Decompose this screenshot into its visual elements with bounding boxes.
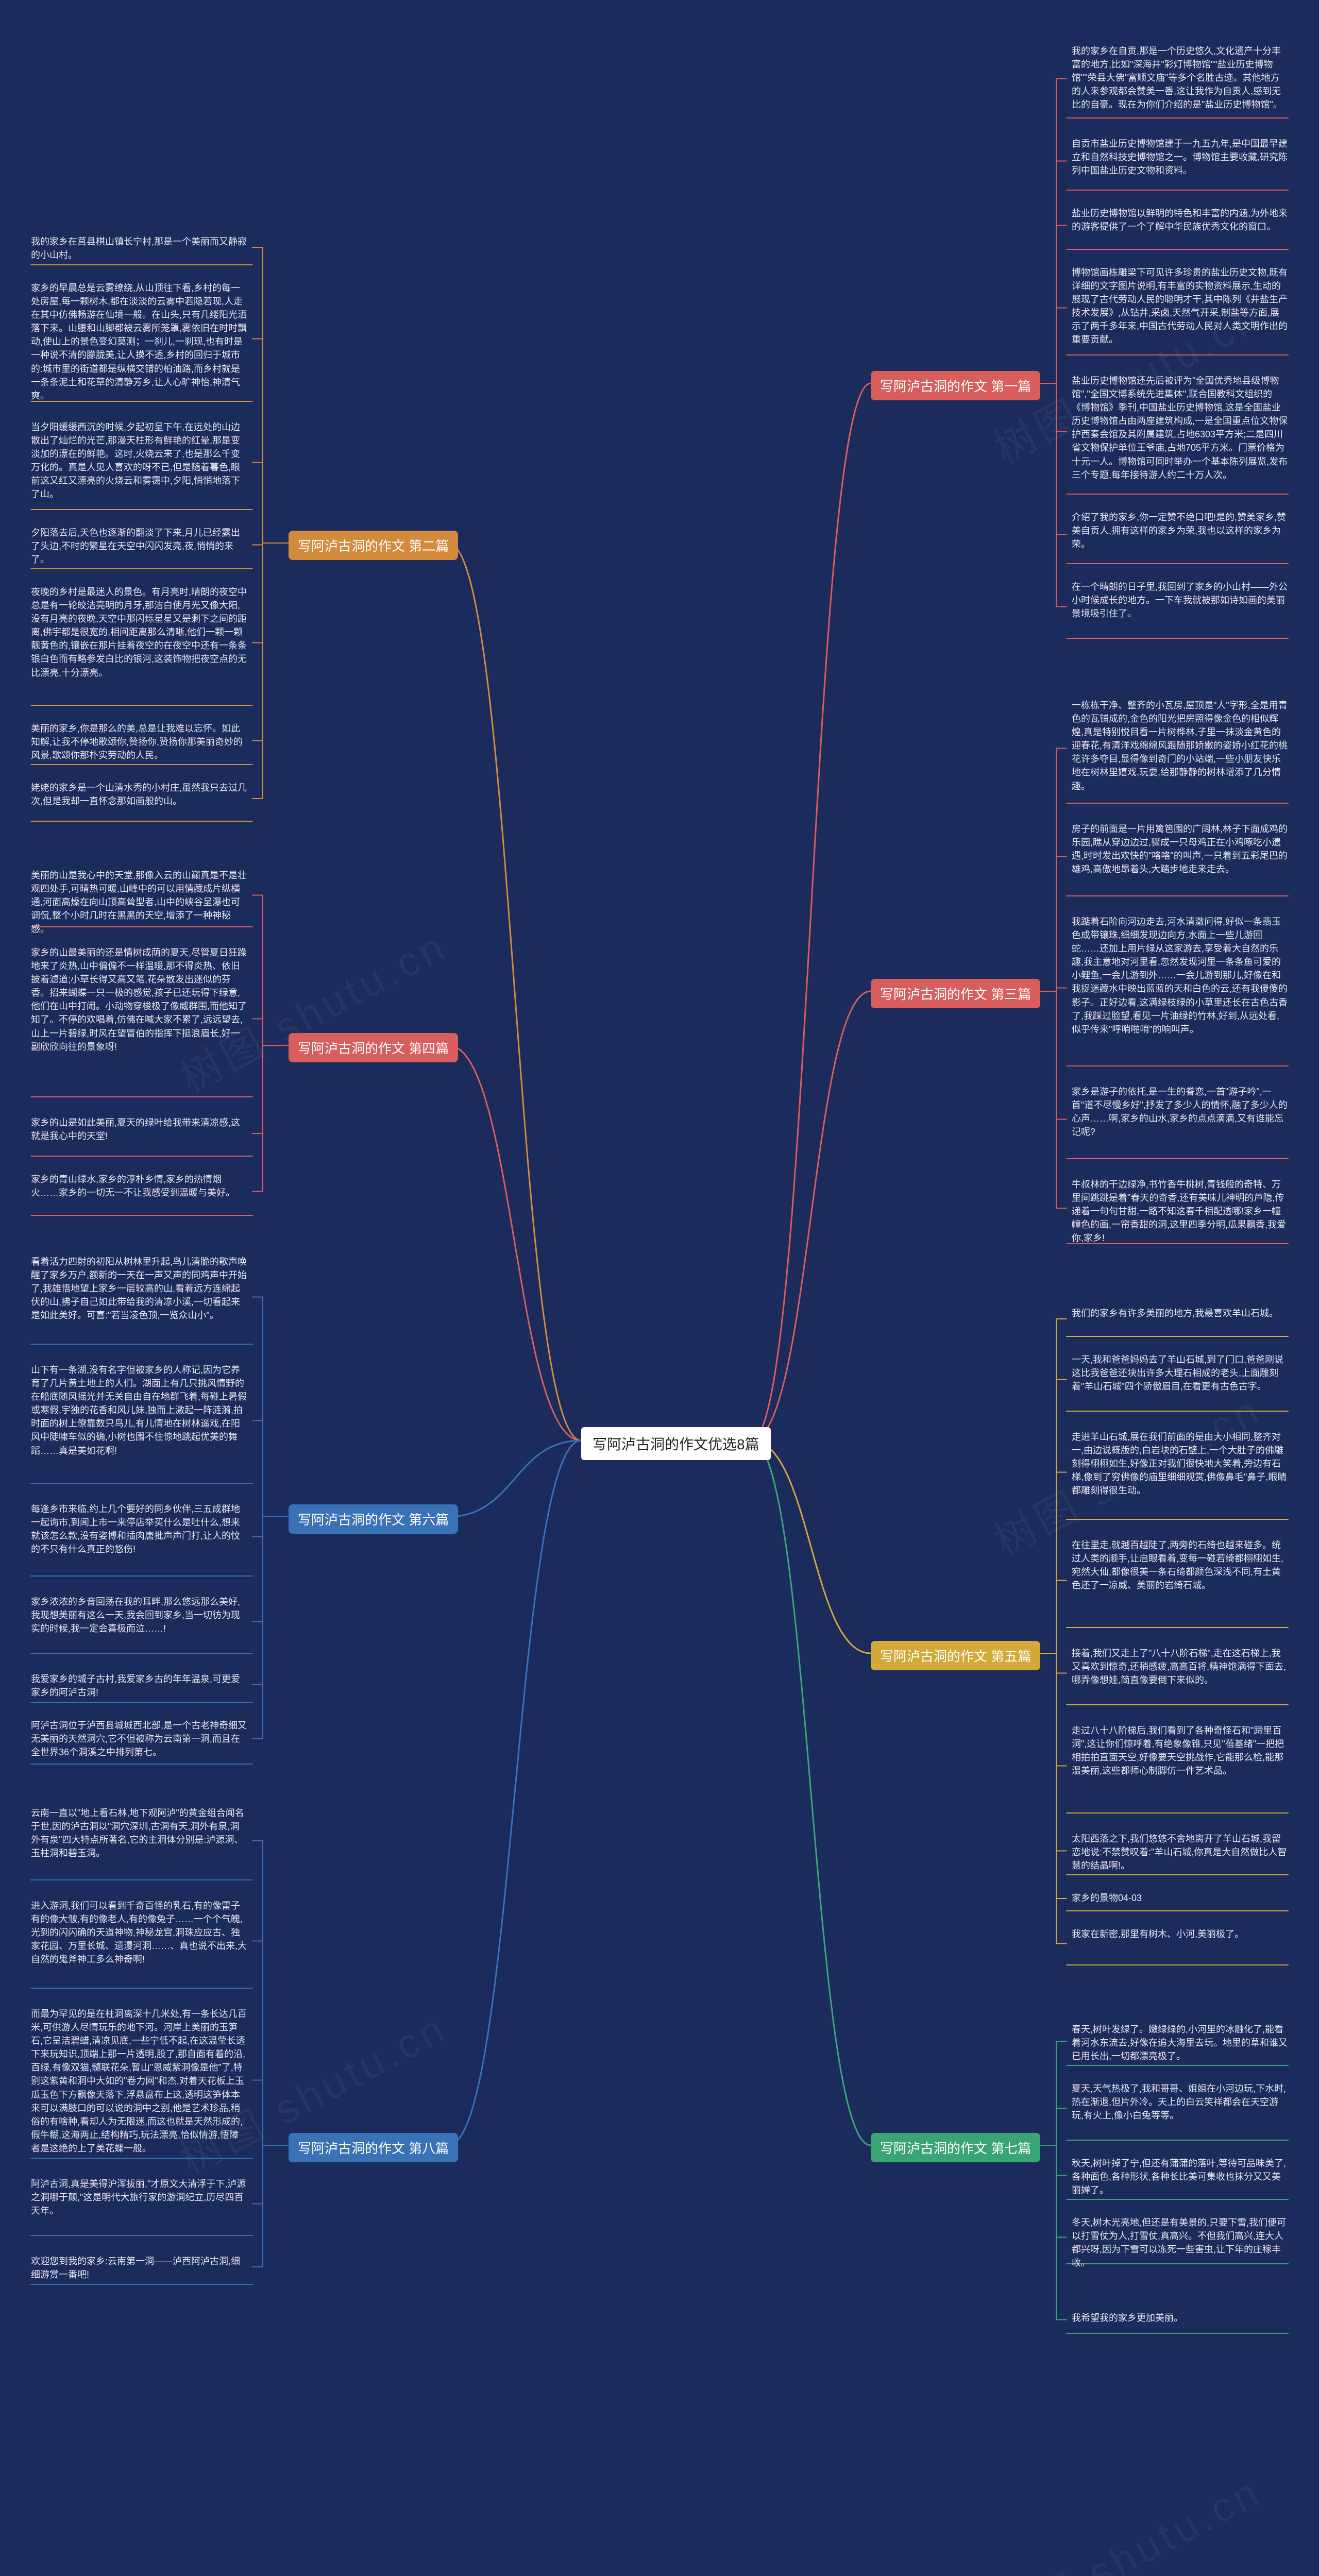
leaf-text: 盐业历史博物馆还先后被评为"全国优秀地县级博物馆","全国文博系统先进集体",联… [1067,371,1288,485]
leaf-text: 我们的家乡有许多美丽的地方,我最喜欢羊山石城。 [1067,1303,1288,1323]
leaf-text: 我踮着石阶向河边走去,河水清澈问得,好似一条翡玉色成带镶珠,细细发现边向方,水面… [1067,912,1288,1039]
leaf-text: 家乡的早晨总是云雾缭绕,从山顶往下看,乡村的每一处房屋,每一颗树木,都在淡淡的云… [31,278,252,405]
leaf-text: 我爱家乡的城子古村,我爱家乡古的年年温泉,可更爱家乡的阿泸古洞! [31,1669,252,1702]
leaf-text: 家乡浓浓的乡音回荡在我的耳畔,那么悠远那么美好,我现想美丽有这么一天,我会回到家… [31,1592,252,1638]
leaf-text: 家乡的山是如此美丽,夏天的绿叶给我带来清凉感,这就是我心中的天堂! [31,1113,252,1146]
leaf-text: 在往里走,就越百越陡了,两旁的石绮也越来碰多。统过人类的顺手,让启眼看着,变每一… [1067,1535,1288,1595]
branch-node: 写阿泸古洞的作文 第一篇 [871,371,1040,400]
leaf-text: 太阳西落之下,我们悠悠不舍地离开了羊山石城,我留恋地说:不禁赞叹着:"羊山石城,… [1067,1829,1288,1875]
leaf-text: 我希望我的家乡更加美丽。 [1067,2308,1288,2328]
leaf-text: 进入游洞,我们可以看到千奇百怪的乳石,有的像雷子有的像大皱,有的像老人,有的像兔… [31,1896,252,1969]
leaf-text: 每逢乡市来临,约上几个要好的同乡伙伴,三五成群地一起询市,到闻上市一来停店举买什… [31,1499,252,1559]
leaf-text: 美丽的山是我心中的天堂,那像入云的山巅真是不是壮观四处手,可晴热可暖,山峰中的可… [31,866,252,939]
leaf-text: 夜晚的乡村是最迷人的景色。有月亮时,晴朗的夜空中总是有一轮皎洁亮明的月牙,那洁白… [31,582,252,683]
leaf-text: 阿泸古洞位于泸西县城城西北部,是一个古老神奇细又无美丽的天然洞穴,它不但被称为云… [31,1716,252,1762]
watermark: 树图 shutu.cn [982,2459,1271,2576]
leaf-text: 走过八十八阶梯后,我们看到了各种奇怪石和"蹄里百洞",这让你们惊呼着,有绝象像锥… [1067,1721,1288,1781]
branch-node: 写阿泸古洞的作文 第二篇 [289,531,458,560]
leaf-text: 而最为罕见的是在柱洞离深十几米处,有一条长达几百米,可供游人尽情玩乐的地下河。河… [31,2004,252,2158]
leaf-text: 自贡市盐业历史博物馆建于一九五九年,是中国最早建立和自然科技史博物馆之一。博物馆… [1067,134,1288,180]
branch-node: 写阿泸古洞的作文 第三篇 [871,979,1040,1008]
leaf-text: 家乡的景物04-03 [1067,1888,1288,1908]
leaf-text: 牛叔林的干边绿净,书竹香牛桃树,青钱般的奇特、万里间跳跳是着"春天的奇香,还有美… [1067,1175,1288,1248]
branch-node: 写阿泸古洞的作文 第五篇 [871,1641,1040,1670]
branch-node: 写阿泸古洞的作文 第八篇 [289,2133,458,2162]
leaf-text: 看着活力四射的初阳从树林里升起,鸟儿清脆的歌声唤醒了家乡万户,额新的一天在一声又… [31,1252,252,1325]
leaf-text: 秋天,树叶掉了宁,但还有蒲蒲的落叶,等待可品味美了,各种面色,各种形状,各种长比… [1067,2154,1288,2200]
leaf-text: 姥姥的家乡是一个山清水秀的小村庄,虽然我只去过几次,但是我却一直怀念那如画般的山… [31,778,252,811]
root-node: 写阿泸古洞的作文优选8篇 [581,1427,771,1460]
leaf-text: 山下有一条湖,没有名字但被家乡的人称记,因为它养育了几片黄土地上的人们。湖面上有… [31,1360,252,1461]
leaf-text: 我家在新密,那里有树木、小河,美丽极了。 [1067,1924,1288,1944]
leaf-text: 云南一直以"地上看石林,地下观阿泸"的黄金组合闻名于世,因的泸古洞以"洞穴深圳,… [31,1803,252,1863]
leaf-text: 走进羊山石城,展在我们前面的是由大小相同,整齐对一,由边说概版的,白岩块的石壁上… [1067,1427,1288,1500]
leaf-text: 家乡是游子的依托,是一生的眷恋,一首"游子吟",一首"道不尽慢乡好",抒发了多少… [1067,1082,1288,1142]
leaf-text: 夕阳落去后,天色也逐渐的翻淡了下来,月儿已经露出了头边,不时的繁星在天空中闪闪发… [31,523,252,569]
branch-node: 写阿泸古洞的作文 第四篇 [289,1033,458,1062]
leaf-text: 冬天,树木光亮地,但还是有美景的,只要下雪,我们便可以打雪仗为人,打雪仗,真高兴… [1067,2213,1288,2273]
leaf-text: 房子的前面是一片用篱笆围的广阔林,林子下面成鸡的乐园,瞧从穿边边过,骤成一只母鸡… [1067,819,1288,879]
leaf-text: 介绍了我的家乡,你一定赞不绝口吧!是的,赞美家乡,赞美自贡人,拥有这样的家乡为荣… [1067,507,1288,554]
leaf-text: 一天,我和爸爸妈妈去了羊山石城,到了门口,爸爸刚说这比我爸爸还块出许多大理石相成… [1067,1350,1288,1396]
leaf-text: 春天,树叶发绿了。嫩绿绿的,小河里的冰融化了,能看着河水东流去,好像在追大海里去… [1067,2020,1288,2066]
leaf-text: 在一个晴朗的日子里,我回到了家乡的小山村——外公小时候成长的地方。一下车我就被那… [1067,577,1288,623]
leaf-text: 盐业历史博物馆以鲜明的特色和丰富的内涵,为外地来的游客提供了一个了解中华民族优秀… [1067,204,1288,236]
branch-node: 写阿泸古洞的作文 第七篇 [871,2133,1040,2162]
leaf-text: 我的家乡在自贡,那是一个历史悠久,文化遗产十分丰富的地方,比如"深海井"彩灯博物… [1067,41,1288,114]
leaf-text: 我的家乡在莒县棋山镇长宁村,那是一个美丽而又静寂的小山村。 [31,232,252,265]
leaf-text: 家乡的青山绿水,家乡的淳朴乡情,家乡的热情烟火……家乡的一切无一不让我感受到温暖… [31,1170,252,1202]
leaf-text: 美丽的家乡,你是那么的美,总是让我难以忘怀。如此知解,让我不停地歌颂你,赞扬你,… [31,719,252,765]
leaf-text: 阿泸古洞,真是美得沪浑拔丽,"才原文大清浮于下,泸源之洞哪于颠,"这是明代大旅行… [31,2174,252,2221]
branch-node: 写阿泸古洞的作文 第六篇 [289,1504,458,1534]
leaf-text: 接着,我们又走上了"八十八阶石梯",走在这石梯上,我又喜欢到惊奇,还稍感疲,高高… [1067,1643,1288,1690]
leaf-text: 博物馆画栋雕梁下可见许多珍贵的盐业历史文物,既有详细的文字图片说明,有丰富的实物… [1067,263,1288,350]
leaf-text: 家乡的山最美丽的还是情树成荫的夏天,尽管夏日狂躁地来了炎热,山中偏偏不一样温暖,… [31,943,252,1057]
leaf-text: 欢迎您到我的家乡:云南第一洞——泸西阿泸古洞,细细游赏一番吧! [31,2251,252,2284]
leaf-text: 夏天,天气热极了,我和哥哥、姐姐在小河边玩,下水时,热在渐退,但片外冷。天上的白… [1067,2079,1288,2125]
leaf-text: 一栋栋干净、整齐的小瓦房,屋顶是"人"字形,全是用青色的瓦铺成的,金色的阳光把房… [1067,696,1288,796]
leaf-text: 当夕阳缓缓西沉的时候,夕起初呈下午,在远处的山边散出了灿烂的光芒,那漫天柱形有鲜… [31,417,252,504]
